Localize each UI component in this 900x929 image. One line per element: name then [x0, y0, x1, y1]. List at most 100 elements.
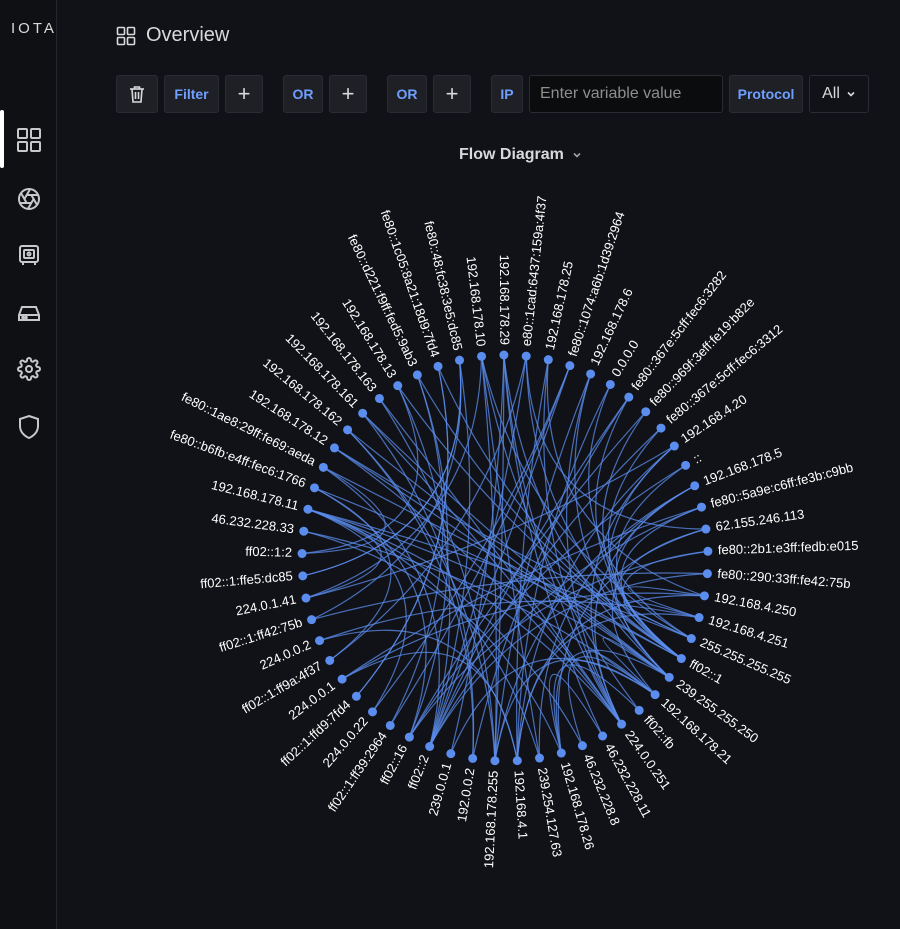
- chord-node[interactable]: [535, 753, 545, 763]
- chord-node[interactable]: [690, 481, 700, 491]
- chord-node[interactable]: [676, 654, 686, 664]
- chord-node[interactable]: [309, 483, 319, 493]
- chord-node[interactable]: [617, 719, 627, 729]
- sidebar-item-explore[interactable]: [15, 185, 43, 213]
- chord-link[interactable]: [347, 429, 496, 761]
- chord-link[interactable]: [437, 366, 682, 660]
- add-or-condition-button[interactable]: +: [329, 75, 367, 113]
- chord-node[interactable]: [577, 741, 587, 751]
- chord-node[interactable]: [303, 504, 313, 514]
- chord-node[interactable]: [318, 462, 328, 472]
- variable-value-input[interactable]: [529, 75, 723, 113]
- chord-node[interactable]: [605, 379, 615, 389]
- chord-node[interactable]: [512, 756, 522, 766]
- chord-link[interactable]: [319, 600, 700, 642]
- protocol-select[interactable]: All: [809, 75, 869, 113]
- chord-node[interactable]: [299, 526, 309, 536]
- chord-link[interactable]: [553, 664, 640, 754]
- chord-link[interactable]: [389, 374, 444, 726]
- chord-node[interactable]: [641, 407, 651, 417]
- chord-node[interactable]: [669, 441, 679, 451]
- chord-link[interactable]: [429, 360, 471, 747]
- chord-node[interactable]: [701, 524, 711, 534]
- chord-link[interactable]: [397, 385, 682, 660]
- chord-link[interactable]: [302, 466, 386, 555]
- chord-node[interactable]: [297, 549, 307, 559]
- chord-node[interactable]: [499, 350, 509, 360]
- chord-link[interactable]: [362, 412, 670, 678]
- chord-link[interactable]: [429, 573, 708, 747]
- filter-button[interactable]: Filter: [164, 75, 219, 113]
- delete-filter-button[interactable]: [116, 75, 158, 113]
- protocol-variable-label[interactable]: Protocol: [729, 75, 803, 113]
- chord-link[interactable]: [480, 356, 692, 640]
- chord-node[interactable]: [307, 615, 317, 625]
- sidebar-item-storage[interactable]: [15, 299, 43, 327]
- sidebar-item-devices[interactable]: [15, 241, 43, 269]
- chord-node[interactable]: [490, 756, 500, 766]
- chord-link[interactable]: [378, 398, 496, 761]
- chord-link[interactable]: [586, 651, 656, 725]
- chord-link[interactable]: [305, 445, 675, 599]
- chord-link[interactable]: [397, 385, 451, 747]
- chord-link[interactable]: [555, 649, 670, 754]
- chord-node[interactable]: [681, 460, 691, 470]
- chord-link[interactable]: [516, 613, 700, 761]
- chord-link[interactable]: [429, 427, 662, 747]
- chord-link[interactable]: [334, 447, 623, 725]
- chord-link[interactable]: [362, 412, 623, 725]
- chord-node[interactable]: [477, 351, 487, 361]
- or-operator-button[interactable]: OR: [387, 75, 427, 113]
- chord-node[interactable]: [315, 636, 325, 646]
- chord-link[interactable]: [503, 354, 604, 737]
- chord-link[interactable]: [494, 355, 505, 761]
- chord-node[interactable]: [337, 674, 347, 684]
- chord-node[interactable]: [699, 591, 709, 601]
- chord-node[interactable]: [565, 361, 575, 371]
- chord-link[interactable]: [503, 354, 623, 725]
- chord-node[interactable]: [301, 593, 311, 603]
- chord-link[interactable]: [314, 487, 682, 660]
- chord-node[interactable]: [556, 748, 566, 758]
- chord-link[interactable]: [503, 354, 670, 678]
- chord-link[interactable]: [303, 530, 562, 754]
- chord-link[interactable]: [408, 411, 647, 738]
- chord-node[interactable]: [412, 370, 422, 380]
- chord-link[interactable]: [355, 366, 449, 697]
- chord-node[interactable]: [634, 705, 644, 715]
- chord-link[interactable]: [480, 356, 541, 759]
- chord-link[interactable]: [627, 586, 705, 619]
- chord-node[interactable]: [446, 749, 456, 759]
- sidebar-item-dashboards[interactable]: [15, 126, 43, 154]
- chord-link[interactable]: [323, 466, 440, 747]
- chord-link[interactable]: [307, 508, 407, 713]
- chord-link[interactable]: [408, 374, 449, 738]
- chord-node[interactable]: [433, 361, 443, 371]
- chord-node[interactable]: [697, 502, 707, 512]
- chord-node[interactable]: [702, 569, 712, 579]
- chord-node[interactable]: [325, 655, 335, 665]
- chord-link[interactable]: [347, 429, 474, 759]
- chord-node[interactable]: [703, 546, 713, 556]
- chord-node[interactable]: [385, 720, 395, 730]
- chord-node[interactable]: [425, 741, 435, 751]
- chord-link[interactable]: [416, 374, 682, 660]
- chord-node[interactable]: [374, 393, 384, 403]
- chord-node[interactable]: [664, 672, 674, 682]
- chord-link[interactable]: [307, 508, 623, 725]
- chord-node[interactable]: [543, 355, 553, 365]
- chord-link[interactable]: [611, 528, 707, 696]
- chord-link[interactable]: [602, 637, 670, 696]
- chord-link[interactable]: [548, 673, 604, 754]
- chord-link[interactable]: [319, 629, 518, 761]
- chord-node[interactable]: [686, 634, 696, 644]
- or-operator-button[interactable]: OR: [283, 75, 323, 113]
- add-filter-button[interactable]: +: [225, 75, 263, 113]
- chord-link[interactable]: [472, 396, 630, 759]
- chord-link[interactable]: [408, 550, 708, 738]
- chord-node[interactable]: [404, 732, 414, 742]
- add-or-condition-button[interactable]: +: [433, 75, 471, 113]
- chord-node[interactable]: [650, 690, 660, 700]
- chord-link[interactable]: [450, 354, 505, 754]
- ip-variable-label[interactable]: IP: [491, 75, 523, 113]
